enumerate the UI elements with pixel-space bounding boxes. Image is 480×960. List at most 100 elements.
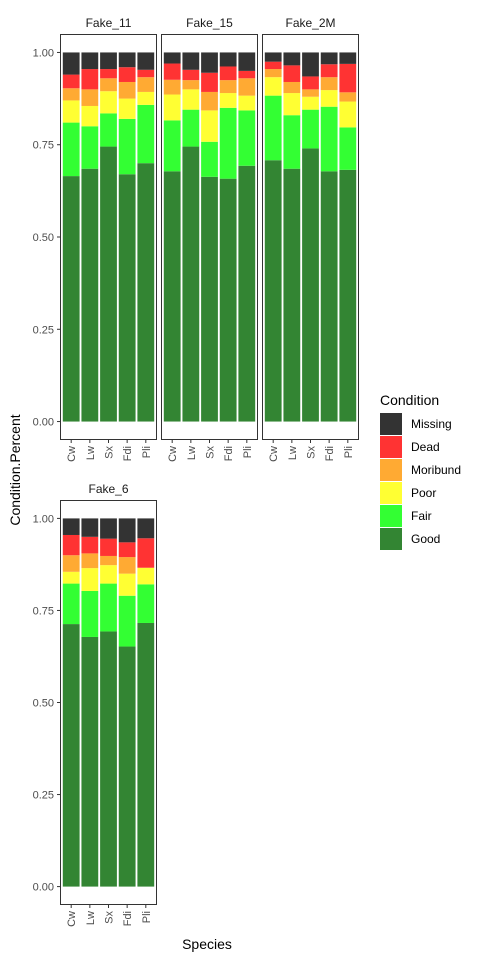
x-tick-label: Pli (141, 911, 153, 923)
bar-segment-dead (62, 74, 80, 89)
legend-key-good (380, 528, 402, 550)
bar-segment-poor (62, 100, 80, 123)
bar-segment-good (320, 171, 338, 422)
bar-segment-poor (137, 567, 155, 585)
bar-segment-good (81, 636, 99, 887)
legend-key-moribund (380, 459, 402, 481)
bar-segment-moribund (100, 78, 117, 92)
bar-segment-moribund (118, 557, 136, 574)
bar-segment-fair (339, 127, 357, 170)
x-tick-label: Cw (167, 446, 179, 462)
bar-segment-poor (320, 90, 338, 107)
facet-strip (60, 478, 157, 500)
bar-segment-missing (201, 52, 218, 73)
bar-segment-missing (118, 52, 136, 68)
facet-strip (262, 12, 359, 34)
bar-segment-moribund (219, 80, 237, 94)
bar-segment-missing (302, 52, 319, 77)
bar-segment-fair (302, 109, 319, 149)
legend: Condition Missing Dead Moribund Poor Fair Good (380, 392, 461, 550)
bar-segment-moribund (283, 81, 301, 94)
x-tick-label: Lw (85, 446, 97, 460)
bar-segment-dead (100, 538, 117, 556)
bar-segment-missing (100, 518, 117, 539)
legend-key-dead (380, 436, 402, 458)
y-tick-label: 0.50 (33, 698, 54, 710)
facet-panel: Fake_11 Cw Lw Sx Fdi Pli 0.00 0.25 0.50 0.75 1.00 (33, 12, 157, 462)
legend-key-fair (380, 505, 402, 527)
bar-segment-moribund (264, 69, 282, 78)
bar-segment-good (137, 163, 155, 422)
bar-segment-good (62, 176, 80, 422)
bar-segment-dead (302, 76, 319, 90)
x-axis-title: Species (182, 936, 232, 952)
x-tick-label: Pli (242, 446, 254, 458)
bar-segment-poor (201, 110, 218, 142)
legend-label: Good (411, 532, 440, 546)
legend-label: Poor (411, 486, 436, 500)
bar-segment-moribund (137, 77, 155, 92)
bar-segment-missing (118, 518, 136, 543)
bar-segment-moribund (81, 553, 99, 569)
y-tick-label: 1.00 (33, 47, 54, 59)
facet-title: Fake_2M (285, 16, 335, 30)
x-tick-label: Sx (306, 446, 318, 459)
bar-segment-poor (219, 93, 237, 108)
bar-segment-good (137, 622, 155, 887)
facet-title: Fake_6 (88, 482, 128, 496)
bar-segment-missing (264, 52, 282, 62)
bar-segment-good (302, 148, 319, 422)
bar-segment-poor (118, 573, 136, 596)
bar-segment-missing (238, 52, 256, 71)
y-axis-title: Condition.Percent (7, 414, 23, 525)
bar-segment-fair (182, 109, 200, 147)
bar-segment-poor (100, 91, 117, 114)
bar-segment-poor (339, 101, 357, 128)
bar-segment-moribund (201, 91, 218, 111)
bar-segment-missing (100, 52, 117, 70)
bar-segment-good (163, 171, 181, 422)
bar-segment-dead (283, 65, 301, 82)
bar-segment-good (201, 176, 218, 422)
bar-segment-moribund (118, 81, 136, 99)
bar-segment-good (219, 178, 237, 422)
facet-title: Fake_15 (186, 16, 233, 30)
bar-segment-good (339, 169, 357, 422)
bar-segment-missing (320, 52, 338, 65)
bar-segment-poor (137, 91, 155, 105)
y-tick-label: 0.25 (33, 790, 54, 802)
legend-label: Missing (411, 417, 452, 431)
bar-segment-missing (163, 52, 181, 64)
bar-segment-poor (100, 565, 117, 584)
bar-segment-good (100, 631, 117, 887)
bar-segment-moribund (62, 88, 80, 101)
x-tick-label: Cw (268, 446, 280, 462)
bar-segment-good (100, 146, 117, 422)
bar-segment-dead (163, 63, 181, 80)
x-tick-label: Lw (287, 446, 299, 460)
bar-segment-good (182, 146, 200, 422)
bar-segment-poor (118, 98, 136, 119)
bar-segment-poor (182, 89, 200, 110)
y-tick-label: 0.75 (33, 140, 54, 152)
bar-segment-dead (219, 66, 237, 81)
bar-segment-moribund (182, 80, 200, 90)
bar-segment-dead (62, 534, 80, 556)
bar-segment-missing (62, 518, 80, 535)
bar-segment-moribund (339, 92, 357, 102)
bar-segment-dead (118, 542, 136, 558)
bar-segment-moribund (163, 79, 181, 95)
bar-segment-poor (302, 96, 319, 110)
bar-segment-fair (118, 118, 136, 175)
bar-segment-dead (137, 538, 155, 568)
bar-segment-fair (137, 104, 155, 164)
legend-label: Fair (411, 509, 432, 523)
legend-key-missing (380, 413, 402, 435)
panel-border (262, 34, 359, 440)
facet-panel: Fake_15 Cw Lw Sx Fdi Pli (161, 12, 258, 462)
bar-segment-poor (264, 77, 282, 96)
x-tick-label: Fdi (324, 446, 336, 461)
bar-segment-poor (238, 95, 256, 111)
x-tick-label: Sx (104, 911, 116, 924)
